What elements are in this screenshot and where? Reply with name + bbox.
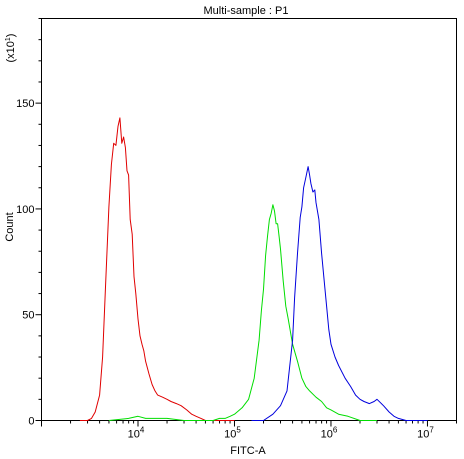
x-tick-label: 106: [321, 426, 338, 441]
y-multiplier-exponent: 1: [5, 37, 12, 41]
x-tick-exponent: 5: [236, 426, 241, 435]
x-tick-base: 10: [128, 429, 140, 441]
chart-title: Multi-sample : P1: [204, 5, 289, 17]
x-tick-base: 10: [417, 429, 429, 441]
x-tick-exponent: 6: [333, 426, 338, 435]
x-tick-exponent: 7: [429, 426, 434, 435]
x-axis-title: FITC-A: [230, 445, 266, 457]
y-tick-label: 50: [22, 310, 34, 322]
y-axis-title: Count: [4, 212, 16, 241]
plot-frame: [41, 18, 457, 421]
x-tick-label: 105: [224, 426, 241, 441]
y-multiplier-label: (x101): [5, 34, 17, 63]
svg-text:(x101): (x101): [5, 34, 17, 63]
y-tick-label: 150: [16, 98, 34, 110]
x-tick-label: 107: [417, 426, 434, 441]
x-tick-base: 10: [224, 429, 236, 441]
y-tick-label: 0: [28, 416, 34, 428]
y-multiplier-prefix: (x10: [5, 41, 17, 62]
histogram-series-line: [79, 117, 235, 421]
y-multiplier-suffix: ): [5, 34, 17, 38]
x-tick-label: 104: [128, 426, 145, 441]
x-tick-exponent: 4: [140, 426, 145, 435]
histogram-series-line: [108, 204, 377, 421]
histogram-series-line: [251, 166, 428, 421]
y-tick-label: 100: [16, 204, 34, 216]
x-tick-base: 10: [321, 429, 333, 441]
